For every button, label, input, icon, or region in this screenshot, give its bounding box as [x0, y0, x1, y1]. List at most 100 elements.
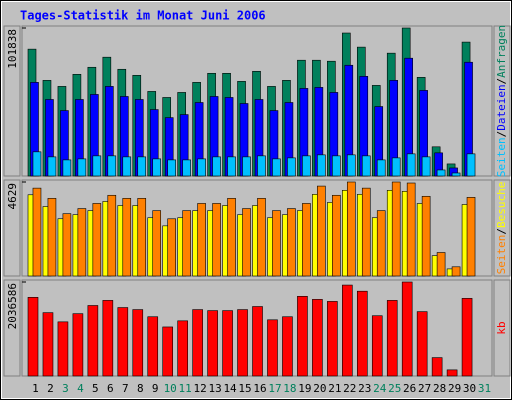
bar [416, 311, 428, 377]
bar [242, 156, 251, 177]
bar [386, 300, 398, 377]
legend: Seiten/Besuche [495, 182, 508, 275]
left-label-box [3, 179, 21, 277]
bar [117, 307, 129, 377]
x-tick-label: 30 [463, 382, 476, 395]
right-label-box [493, 279, 511, 377]
bar [177, 320, 188, 377]
bar [77, 208, 87, 277]
left-label-box [3, 279, 21, 377]
bar [152, 210, 162, 277]
bar [361, 155, 371, 177]
bar [272, 210, 281, 277]
bar [332, 155, 341, 177]
x-tick-label: 24 [373, 382, 387, 395]
bar [302, 203, 311, 277]
x-tick-label: 2 [47, 382, 54, 395]
bar [282, 316, 293, 377]
legend-separator: / [495, 131, 508, 138]
x-tick-label: 23 [358, 382, 371, 395]
x-tick-label: 20 [313, 382, 326, 395]
bar [466, 153, 476, 177]
bar [162, 326, 174, 377]
bar [132, 309, 144, 377]
x-tick-label: 28 [433, 382, 446, 395]
bar [42, 312, 54, 377]
legend: Seiten/Dateien/Anfragen [495, 25, 508, 177]
bar [297, 296, 308, 377]
bar [197, 203, 206, 277]
x-tick-label: 18 [283, 382, 296, 395]
x-tick-label: 1 [32, 382, 39, 395]
bar [252, 306, 263, 377]
bar [257, 198, 266, 277]
legend-entry: Dateien [495, 84, 508, 130]
x-tick-label: 27 [418, 382, 431, 395]
x-tick-label: 29 [448, 382, 461, 395]
x-tick-label: 16 [253, 382, 266, 395]
bar [227, 156, 236, 177]
bar [327, 301, 338, 377]
bar [346, 181, 356, 277]
x-tick-label: 13 [208, 382, 221, 395]
bar [421, 195, 431, 277]
x-tick-label: 26 [403, 382, 416, 395]
legend-entry: Besuche [495, 182, 508, 228]
chart-title: Tages-Statistik im Monat Juni 2006 [20, 9, 266, 23]
bar [436, 252, 446, 277]
bar [87, 305, 99, 377]
y-tick-label: 101838 [6, 29, 19, 69]
bar [197, 158, 206, 177]
bar [356, 290, 368, 377]
bar [302, 155, 311, 177]
bar [287, 208, 296, 277]
bar [272, 158, 281, 177]
bar [212, 156, 221, 177]
bar [147, 316, 159, 377]
x-tick-label: 4 [77, 382, 84, 395]
bar [361, 187, 371, 277]
bar [237, 309, 248, 377]
bar [406, 153, 416, 177]
bar [92, 203, 102, 277]
bar [222, 310, 233, 377]
bar [461, 298, 473, 377]
bar [152, 158, 162, 177]
bar [436, 169, 446, 177]
bar [267, 319, 278, 377]
bar [32, 151, 42, 177]
bar [47, 198, 57, 277]
bar [92, 155, 102, 177]
bar [257, 155, 266, 177]
bar [376, 159, 386, 177]
bar [77, 158, 87, 177]
bar [332, 194, 341, 277]
x-tick-label: 25 [388, 382, 401, 395]
legend-entry: kb [495, 321, 508, 334]
bar [376, 210, 386, 277]
right-label-box [493, 179, 511, 277]
bar [57, 321, 69, 377]
x-tick-label: 31 [478, 382, 491, 395]
x-tick-label: 15 [238, 382, 251, 395]
bar [227, 198, 236, 277]
bar [107, 155, 117, 177]
legend-entry: Seiten [495, 235, 508, 275]
x-tick-label: 11 [179, 382, 192, 395]
right-label-box [493, 25, 511, 177]
legend: kb [495, 321, 508, 334]
x-tick-label: 10 [164, 382, 177, 395]
x-tick-label: 8 [137, 382, 144, 395]
legend-separator: / [495, 228, 508, 235]
x-tick-label: 7 [122, 382, 129, 395]
bar [207, 310, 218, 377]
bar [212, 203, 221, 277]
bar [317, 154, 326, 177]
bar [312, 299, 323, 377]
bar [167, 218, 176, 277]
bar [137, 156, 147, 177]
legend-entry: Seiten [495, 137, 508, 177]
bar [122, 198, 132, 277]
bar [62, 213, 72, 277]
